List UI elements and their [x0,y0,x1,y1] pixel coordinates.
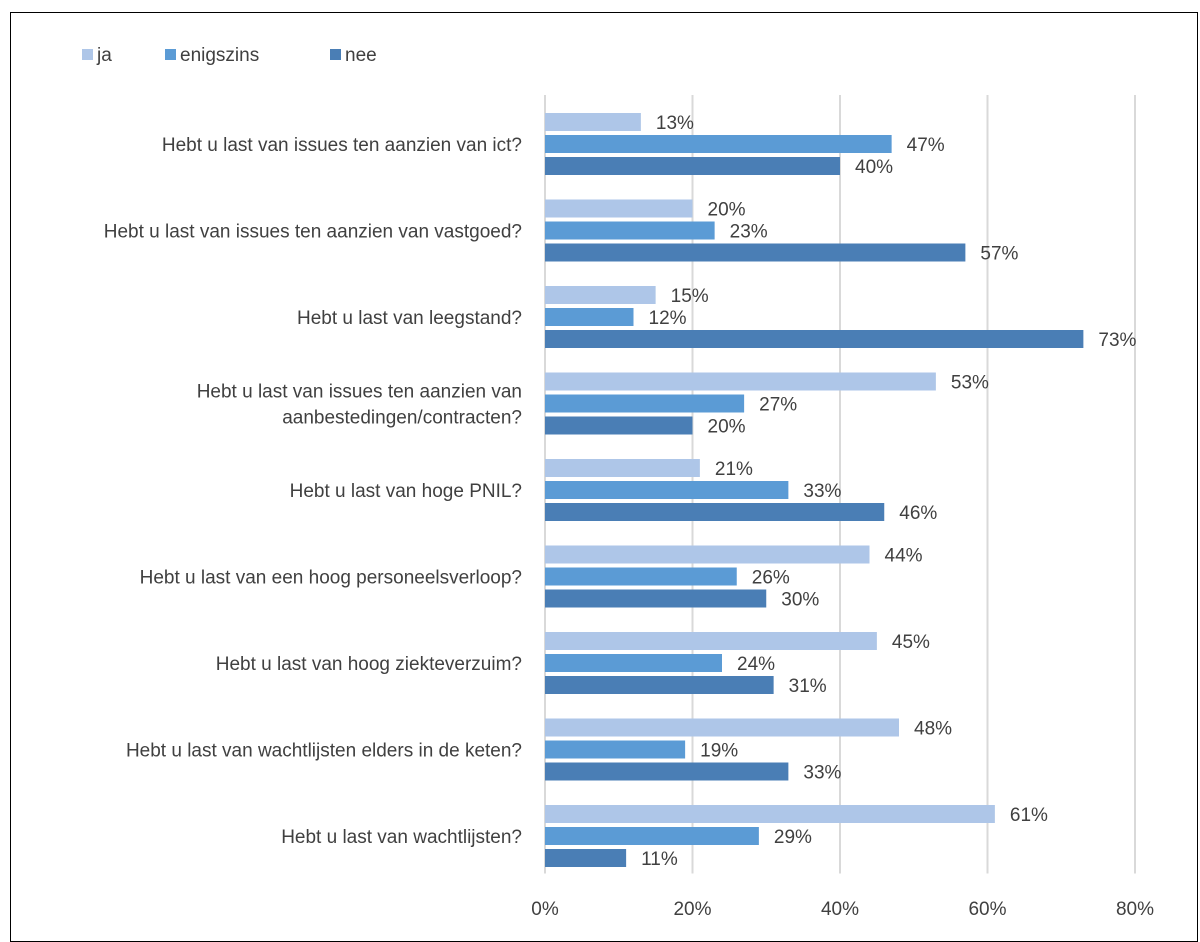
data-label: 44% [885,546,923,567]
category-labels: Hebt u last van issues ten aanzien van i… [104,135,522,848]
legend-label: nee [345,45,377,66]
data-label: 61% [1010,805,1048,826]
data-label: 40% [855,157,893,178]
data-labels: 13%47%40%20%23%57%15%12%73%53%27%20%21%3… [641,113,1136,870]
category-label: Hebt u last van issues ten aanzien van i… [162,135,522,156]
bar-nee [545,416,693,435]
data-label: 13% [656,113,694,134]
x-tick-label: 20% [673,899,711,920]
category-label: Hebt u last van wachtlijsten elders in d… [126,741,522,762]
data-label: 57% [980,244,1018,265]
data-label: 21% [715,459,753,480]
x-tick-label: 80% [1116,899,1154,920]
bar-nee [545,157,840,175]
bar-nee [545,676,774,694]
data-label: 29% [774,827,812,848]
x-tick-label: 40% [821,899,859,920]
data-label: 20% [708,417,746,438]
bar-enigszins [545,394,745,413]
bars [545,113,1084,867]
legend-swatch-ja [82,49,93,60]
bar-ja [545,372,936,391]
data-label: 27% [759,395,797,416]
bar-ja [545,113,641,131]
bar-nee [545,503,885,521]
bar-ja [545,286,656,304]
bar-nee [545,243,966,262]
bar-enigszins [545,740,686,759]
legend-label: enigszins [180,45,259,66]
data-label: 48% [914,719,952,740]
data-label: 15% [671,286,709,307]
category-label: Hebt u last van hoog ziekteverzuim? [216,654,522,675]
data-label: 19% [700,741,738,762]
bar-enigszins [545,221,715,240]
legend-label: ja [96,45,112,66]
bar-enigszins [545,481,789,499]
bar-enigszins [545,567,737,586]
data-label: 11% [641,849,678,870]
data-label: 30% [781,590,819,611]
category-label: Hebt u last van issues ten aanzien van [197,382,522,403]
data-label: 47% [907,135,945,156]
bar-nee [545,762,789,781]
data-label: 26% [752,568,790,589]
category-label: aanbestedingen/contracten? [282,408,522,429]
data-label: 33% [803,481,841,502]
category-label: Hebt u last van issues ten aanzien van v… [104,222,522,243]
category-label: Hebt u last van leegstand? [297,308,522,329]
bar-ja [545,199,693,218]
data-label: 46% [899,503,937,524]
bar-ja [545,805,995,823]
category-label: Hebt u last van hoge PNIL? [290,481,522,502]
bar-nee [545,849,627,867]
bar-enigszins [545,308,634,326]
data-label: 24% [737,654,775,675]
data-label: 45% [892,632,930,653]
bar-enigszins [545,827,759,845]
x-axis-ticks: 0% 20% 40% 60% 80% [531,899,1154,920]
bar-ja [545,632,877,650]
bar-ja [545,459,700,477]
bar-enigszins [545,654,722,672]
x-tick-label: 60% [968,899,1006,920]
data-label: 33% [803,763,841,784]
data-label: 73% [1098,330,1136,351]
data-label: 20% [708,200,746,221]
data-label: 12% [649,308,687,329]
bar-nee [545,589,767,608]
bar-ja [545,718,899,737]
data-label: 31% [789,676,827,697]
legend-swatch-nee [330,49,341,60]
data-label: 23% [730,222,768,243]
bar-ja [545,545,870,564]
legend: ja enigszins nee [82,45,377,66]
legend-swatch-enigszins [165,49,176,60]
bar-enigszins [545,135,892,153]
bar-nee [545,330,1084,348]
data-label: 53% [951,373,989,394]
category-label: Hebt u last van wachtlijsten? [281,827,522,848]
x-tick-label: 0% [531,899,559,920]
category-label: Hebt u last van een hoog personeelsverlo… [140,568,522,589]
